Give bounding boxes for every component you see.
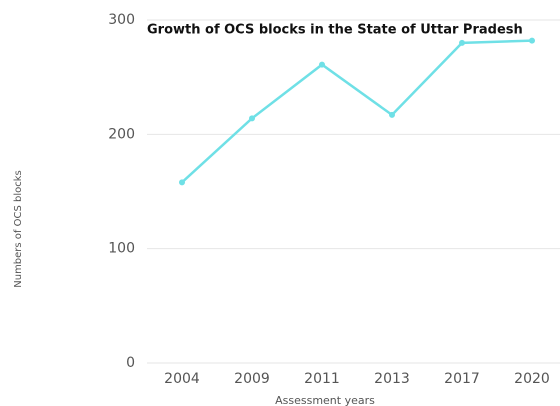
point — [389, 111, 395, 118]
point — [529, 37, 535, 44]
point — [249, 115, 255, 122]
y-tick-label: 300 — [108, 12, 135, 28]
x-tick-label: 2004 — [164, 371, 200, 387]
x-tick-label: 2009 — [234, 371, 270, 387]
y-tick-label: 100 — [108, 241, 135, 257]
x-tick-label: 2013 — [374, 371, 410, 387]
y-tick-label: 200 — [108, 126, 135, 142]
x-axis-label: Assessment years — [275, 394, 375, 406]
point — [459, 39, 465, 46]
y-axis-label: Numbers of OCS blocks — [13, 170, 24, 288]
y-tick-label: 0 — [126, 355, 135, 371]
point — [179, 179, 185, 186]
chart-title: Growth of OCS blocks in the State of Utt… — [147, 23, 523, 38]
x-tick-label: 2020 — [514, 371, 550, 387]
x-tick-label: 2017 — [444, 371, 480, 387]
point — [319, 61, 325, 68]
line — [181, 39, 533, 184]
x-tick-label: 2011 — [304, 371, 340, 387]
